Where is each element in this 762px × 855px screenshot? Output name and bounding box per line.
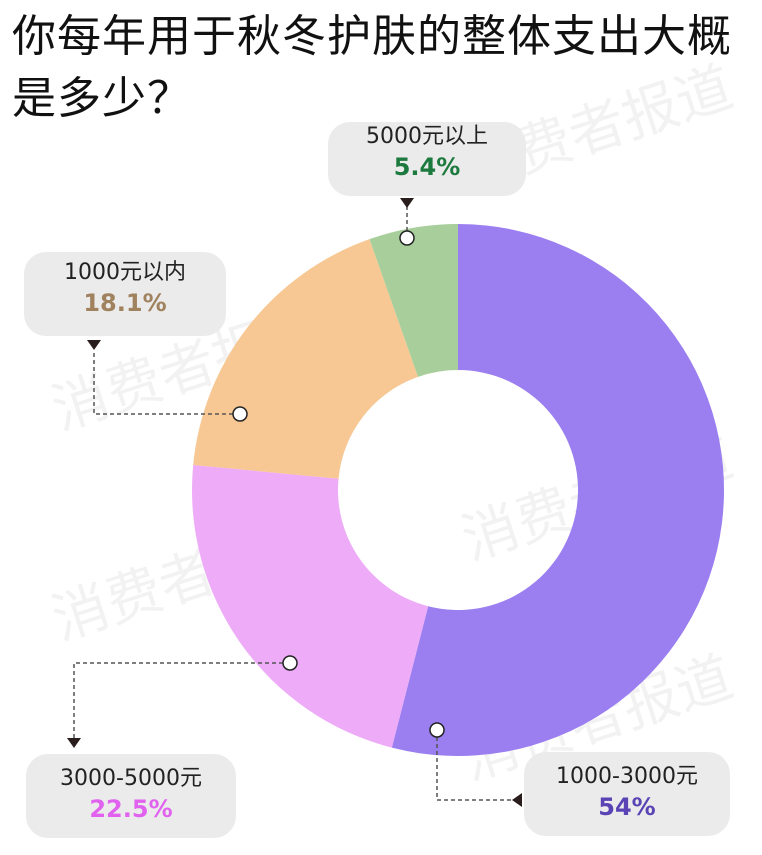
leader-5000-plus	[399, 198, 415, 246]
leader-dot	[282, 655, 298, 671]
chart-title: 你每年用于秋冬护肤的整体支出大概是多少？	[12, 11, 732, 124]
percent-label: 5.4%	[393, 153, 461, 181]
category-label: 1000-3000元	[556, 764, 698, 789]
percent-label: 22.5%	[89, 795, 173, 823]
percent-label: 18.1%	[83, 289, 167, 317]
donut-slices	[191, 224, 724, 756]
donut-slice-0	[391, 224, 724, 756]
callout-3000-5000: 3000-5000元 22.5%	[26, 754, 236, 838]
leader-arrowhead	[512, 793, 522, 807]
category-label: 1000元以内	[64, 260, 186, 285]
leader-dot	[429, 722, 445, 738]
leader-arrowhead	[87, 340, 101, 350]
category-label: 5000元以上	[366, 124, 488, 149]
leader-under-1000	[87, 340, 248, 422]
donut-slice-1	[191, 464, 429, 748]
callout-5000-plus: 5000元以上 5.4%	[328, 122, 526, 196]
leader-dot	[232, 406, 248, 422]
percent-label: 54%	[598, 793, 656, 821]
leader-arrowhead	[67, 738, 81, 748]
leader-arrowhead	[400, 198, 414, 208]
callout-under-1000: 1000元以内 18.1%	[24, 252, 226, 336]
callout-1000-3000: 1000-3000元 54%	[524, 752, 730, 836]
category-label: 3000-5000元	[60, 766, 202, 791]
leader-lines	[67, 198, 522, 807]
donut-slice-2	[193, 239, 419, 479]
leader-3000-5000	[67, 655, 298, 748]
leader-1000-3000	[429, 722, 522, 807]
leader-dot	[399, 230, 415, 246]
donut-slice-3	[369, 224, 458, 377]
